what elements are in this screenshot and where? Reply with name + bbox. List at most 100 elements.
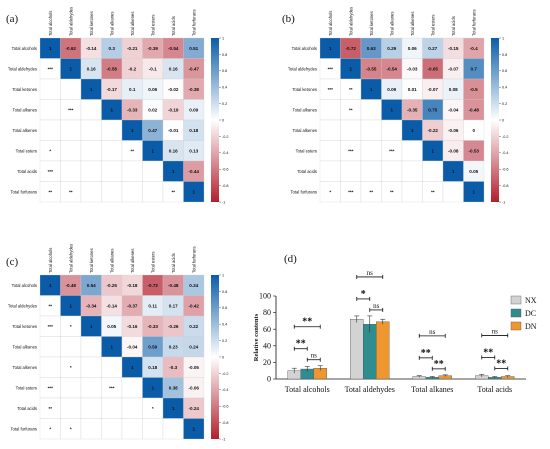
significance-mark: ** [48,190,52,195]
bar [376,321,390,380]
significance-cell [121,418,143,440]
legend-label: DC [525,309,536,318]
correlation-value: -0.37 [127,303,138,308]
correlation-value: -0.19 [168,107,179,112]
correlation-value: 0.24 [189,344,198,349]
column-label: Total alcohols [48,11,53,36]
significance-mark: * [70,427,72,432]
significance-cell [401,140,423,162]
correlation-value: 0.75 [428,107,437,112]
panel-label: (b) [282,13,295,25]
significance-cell [60,160,82,182]
correlation-value: -0.14 [107,303,118,308]
significance-cell [319,119,341,141]
row-label: Total furfurans [290,189,317,194]
colorbar-tick-label: -0.6 [222,168,229,172]
column-label: Total ketones [89,11,94,36]
colorbar [211,38,219,202]
x-tick-label: Total acids [477,385,512,394]
significance-cell [101,140,123,162]
correlation-value: -0.5 [470,87,478,92]
legend-swatch [510,295,522,305]
diagonal-value: 1 [370,87,373,92]
correlation-value: -0.4 [470,46,478,51]
diagonal-value: 1 [69,303,72,308]
significance-label: ns [492,327,499,335]
correlation-value: -0.25 [107,283,118,288]
correlation-value: -0.03 [407,66,418,71]
significance-cell [360,99,382,121]
row-label: Total alkenes [293,128,317,133]
correlation-value: -0.17 [107,87,118,92]
significance-mark: ** [349,87,353,92]
row-label: Total esters [16,148,37,153]
column-label: Total acids [171,253,176,273]
significance-cell [422,160,444,182]
significance-cell [60,336,82,358]
significance-mark: * [49,427,51,432]
correlation-value: 0.18 [189,128,198,133]
significance-cell [39,78,61,100]
significance-label: ** [434,359,444,370]
correlation-value: -0.02 [168,87,179,92]
column-label: Total aldehydes [348,7,353,36]
diagonal-cell [463,181,485,203]
row-label: Total aldehydes [8,303,37,308]
row-label: Total aldehydes [8,66,37,71]
colorbar-tick-label: -0.8 [222,421,229,425]
significance-cell [121,181,143,203]
colorbar [491,38,499,202]
significance-mark: ** [369,190,373,195]
significance-cell [39,336,61,358]
correlation-value: -0.38 [189,87,200,92]
panel-label: (c) [6,256,19,268]
correlation-value: -0.2 [128,66,136,71]
diagonal-value: 1 [431,148,434,153]
significance-mark: *** [348,149,354,154]
correlation-value: -0.14 [86,46,97,51]
colorbar-tick-label: 0 [222,118,224,122]
significance-cell [80,160,102,182]
significance-cell [101,119,123,141]
row-label: Total ketones [12,87,37,92]
correlation-value: -0.47 [189,66,200,71]
colorbar-tick-label: -0.6 [222,405,229,409]
significance-cell [319,99,341,121]
significance-label: ** [302,317,312,328]
correlation-value: -0.26 [168,324,179,329]
correlation-value: 0.16 [87,66,96,71]
correlation-value: -0.07 [448,66,459,71]
correlation-value: -0.58 [107,66,118,71]
colorbar-tick-label: 1 [502,36,504,40]
y-tick-label: 20 [263,358,271,367]
significance-cell [142,181,164,203]
correlation-value: 0.22 [189,324,198,329]
diagonal-value: 1 [131,128,134,133]
colorbar-tick-label: -0.4 [222,388,229,392]
legend-label: DN [525,322,537,331]
row-label: Total esters [16,385,37,390]
row-label: Total alcohols [12,283,37,288]
column-label: Total furfurans [471,9,476,36]
heatmap-panel-3: (c) Total alcohols Total aldehydes Total ke… [6,244,229,442]
row-label: Total alkenes [13,365,37,370]
colorbar-tick-label: 0.6 [222,306,227,310]
correlation-value: -0.07 [428,87,439,92]
significance-mark: ** [48,304,52,309]
significance-cell [60,377,82,399]
correlation-value: 0.3 [109,46,116,51]
row-label: Total acids [17,169,37,174]
bar-chart-panel: (d) 0 20 40 60 80 100 Relative contents Total al… [253,253,537,394]
diagonal-value: 1 [472,189,475,194]
significance-label: ns [311,352,318,360]
colorbar-tick-label: 0.2 [222,339,227,343]
significance-mark: * [70,324,72,329]
correlation-value: -0.35 [407,107,418,112]
significance-label: ** [296,339,306,350]
row-label: Total esters [296,148,317,153]
significance-cell [360,140,382,162]
column-label: Total alkanes [389,12,394,36]
column-label: Total furfurans [191,246,196,273]
panel-label: (a) [6,13,19,25]
significance-mark: ** [431,190,435,195]
